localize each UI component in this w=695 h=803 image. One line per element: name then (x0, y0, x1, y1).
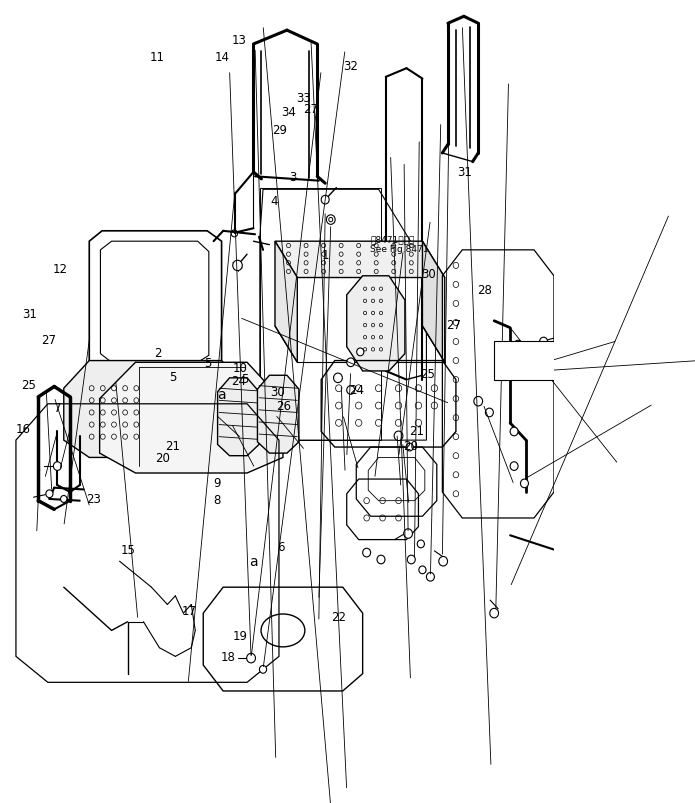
Text: 26: 26 (276, 400, 291, 413)
Polygon shape (99, 363, 283, 474)
Circle shape (46, 491, 53, 498)
Text: 30: 30 (421, 268, 436, 281)
Text: 17: 17 (181, 605, 197, 618)
Circle shape (510, 428, 518, 436)
Text: 28: 28 (477, 283, 492, 297)
Circle shape (377, 556, 385, 565)
Circle shape (233, 261, 243, 271)
Text: 22: 22 (332, 610, 346, 623)
Text: 7: 7 (54, 402, 62, 415)
Circle shape (514, 340, 523, 350)
Text: 第8471図参照
See Fig.8471: 第8471図参照 See Fig.8471 (370, 234, 429, 255)
Circle shape (321, 196, 329, 205)
Circle shape (490, 609, 498, 618)
Text: 27: 27 (446, 319, 461, 332)
Text: 5: 5 (204, 356, 211, 369)
Text: 10: 10 (233, 361, 247, 375)
Polygon shape (64, 361, 247, 458)
Text: 3: 3 (289, 170, 297, 184)
Text: 32: 32 (343, 59, 359, 72)
Text: 25: 25 (21, 379, 36, 392)
Text: 24: 24 (231, 374, 247, 387)
Circle shape (407, 556, 416, 565)
Circle shape (357, 349, 364, 357)
Polygon shape (218, 378, 259, 456)
Text: 2: 2 (154, 346, 161, 359)
Text: 29: 29 (272, 124, 288, 137)
Text: 15: 15 (121, 544, 136, 556)
Text: 14: 14 (215, 51, 230, 63)
Circle shape (54, 463, 61, 471)
Text: 30: 30 (270, 386, 285, 399)
Circle shape (259, 666, 267, 674)
Circle shape (60, 496, 67, 503)
Circle shape (406, 443, 414, 451)
Text: 11: 11 (149, 51, 165, 63)
Text: 5: 5 (169, 371, 177, 384)
Circle shape (512, 363, 521, 372)
Circle shape (439, 556, 448, 566)
Polygon shape (257, 376, 299, 454)
Circle shape (510, 463, 518, 471)
Text: 23: 23 (86, 492, 101, 505)
Polygon shape (275, 242, 297, 363)
Circle shape (539, 338, 548, 346)
Circle shape (247, 654, 256, 663)
Text: 12: 12 (53, 263, 67, 276)
Circle shape (404, 529, 412, 539)
Text: a: a (250, 554, 258, 569)
Circle shape (347, 386, 354, 395)
Circle shape (427, 573, 434, 581)
Text: 27: 27 (304, 104, 318, 116)
Circle shape (334, 373, 343, 383)
Text: 31: 31 (22, 308, 37, 320)
Polygon shape (347, 276, 405, 372)
Text: 9: 9 (213, 476, 221, 489)
Text: 20: 20 (155, 452, 170, 465)
Circle shape (363, 548, 370, 557)
Circle shape (417, 540, 425, 548)
Bar (494, 341, 588, 380)
Text: 34: 34 (281, 106, 296, 119)
Circle shape (474, 397, 482, 406)
Polygon shape (275, 242, 445, 278)
Circle shape (329, 218, 333, 222)
Text: 31: 31 (457, 165, 472, 179)
Text: 8: 8 (213, 494, 220, 507)
Circle shape (521, 479, 528, 488)
Circle shape (327, 215, 335, 225)
Circle shape (485, 409, 493, 418)
Text: a: a (217, 388, 226, 402)
Text: 19: 19 (233, 629, 247, 642)
Text: 21: 21 (409, 424, 424, 437)
Text: 16: 16 (15, 422, 31, 436)
Text: 27: 27 (42, 334, 56, 347)
Circle shape (534, 367, 542, 376)
Polygon shape (423, 242, 445, 363)
Text: 24: 24 (349, 384, 364, 397)
Text: 25: 25 (420, 367, 435, 380)
Circle shape (394, 431, 403, 441)
Text: 5: 5 (241, 372, 248, 385)
Text: 4: 4 (270, 195, 278, 208)
Text: 6: 6 (277, 541, 284, 554)
Text: 13: 13 (231, 34, 247, 47)
Text: 33: 33 (296, 92, 311, 105)
Text: 21: 21 (165, 439, 180, 452)
Text: 1: 1 (321, 249, 329, 262)
Circle shape (347, 358, 354, 367)
Text: 18: 18 (220, 650, 236, 662)
Circle shape (419, 566, 426, 574)
Circle shape (525, 353, 533, 361)
Text: 20: 20 (403, 439, 418, 452)
